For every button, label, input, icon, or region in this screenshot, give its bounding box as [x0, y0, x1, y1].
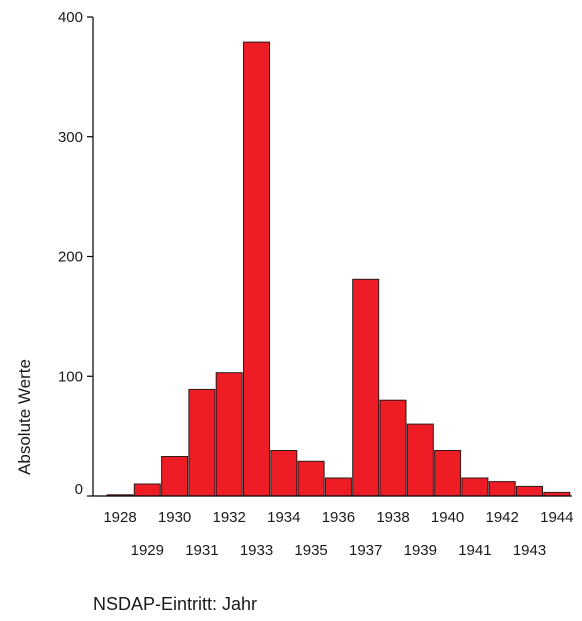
y-axis-title: Absolute Werte: [15, 359, 34, 475]
x-tick-label-1944: 1944: [540, 509, 573, 526]
x-tick-label-1939: 1939: [404, 542, 437, 559]
x-axis-title: NSDAP-Eintritt: Jahr: [93, 594, 257, 614]
x-tick-label-1940: 1940: [431, 509, 464, 526]
x-tick-label-1928: 1928: [103, 509, 136, 526]
bar-1934: [270, 450, 298, 497]
x-tick-label-1938: 1938: [376, 509, 409, 526]
x-tick-label-1930: 1930: [158, 509, 191, 526]
y-tick-label: 100: [58, 368, 83, 385]
bar-1942: [488, 481, 516, 497]
x-tick-label-1936: 1936: [322, 509, 355, 526]
x-tick-label-1934: 1934: [267, 509, 300, 526]
y-tick-label: 400: [58, 9, 83, 26]
x-tick-label-1932: 1932: [213, 509, 246, 526]
x-tick-label-1929: 1929: [131, 542, 164, 559]
x-tick-label-1941: 1941: [458, 542, 491, 559]
bar-1939: [406, 423, 434, 497]
bar-1937: [352, 278, 380, 497]
bar-1938: [379, 399, 407, 497]
bar-1935: [297, 460, 325, 497]
bar-1933: [243, 41, 270, 497]
y-tick-label: 300: [58, 129, 83, 146]
y-tick-label: 200: [58, 249, 83, 266]
bar-1941: [461, 477, 489, 497]
bars-layer: [106, 41, 571, 497]
y-ticks: 0 100 200 300 400: [58, 9, 93, 498]
bar-1931: [188, 388, 216, 497]
bar-1940: [434, 450, 462, 497]
axes-layer: [92, 17, 572, 497]
bar-1936: [324, 477, 352, 497]
x-tick-label-1935: 1935: [294, 542, 327, 559]
x-tick-label-1943: 1943: [513, 542, 546, 559]
x-tick-label-1942: 1942: [486, 509, 519, 526]
bar-1929: [133, 483, 161, 497]
x-tick-label-1931: 1931: [185, 542, 218, 559]
bar-1943: [516, 485, 543, 497]
bar-1932: [215, 372, 243, 497]
y-tick-label: 0: [75, 481, 83, 498]
x-tick-label-1933: 1933: [240, 542, 273, 559]
bar-1930: [161, 456, 189, 497]
x-tick-label-1937: 1937: [349, 542, 382, 559]
x-ticks: 1928 1929 1930 1931 1932 1933 1934 1935 1936 1937…: [103, 509, 573, 559]
